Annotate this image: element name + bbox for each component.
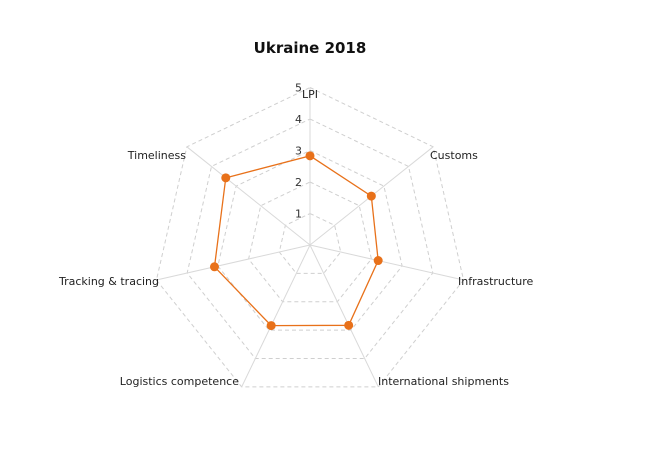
chart-title: Ukraine 2018	[254, 39, 367, 57]
axis-label-2: Infrastructure	[458, 275, 534, 288]
grid-ring-3	[217, 149, 403, 331]
tick-label-1: 1	[295, 208, 302, 221]
data-point-lpi	[305, 151, 315, 161]
tick-label-5: 5	[295, 82, 302, 95]
axis-label-6: Timeliness	[127, 149, 187, 162]
axis-spoke-4	[241, 244, 311, 388]
radar-grid	[155, 86, 465, 388]
axis-spoke-5	[156, 244, 311, 281]
data-point-infrastructure	[373, 256, 383, 266]
grid-ring-5	[155, 86, 465, 388]
axis-spoke-6	[186, 146, 311, 246]
radar-tick-labels: 1 2 3 4 5	[295, 82, 302, 221]
axis-label-3: International shipments	[378, 375, 509, 388]
axis-label-5: Tracking & tracing	[58, 275, 159, 288]
radar-axis-labels: LPI Customs Infrastructure International sh…	[58, 88, 534, 388]
data-point-international-shipments	[344, 320, 354, 330]
tick-label-2: 2	[295, 176, 302, 189]
data-point-tracking-tracing	[209, 262, 219, 272]
data-point-customs	[366, 191, 376, 201]
data-point-logistics-competence	[266, 321, 276, 331]
grid-ring-4	[186, 118, 434, 360]
radar-series	[209, 151, 383, 331]
axis-label-4: Logistics competence	[120, 375, 239, 388]
axis-spoke-2	[309, 244, 464, 281]
axis-spoke-3	[309, 244, 379, 388]
tick-label-3: 3	[295, 145, 302, 158]
series-line-0	[213, 155, 379, 327]
tick-label-4: 4	[295, 113, 302, 126]
grid-ring-2	[248, 181, 372, 303]
axis-label-0: LPI	[302, 88, 318, 101]
data-point-timeliness	[221, 173, 231, 183]
axis-label-1: Customs	[430, 149, 478, 162]
grid-ring-1	[278, 212, 342, 274]
